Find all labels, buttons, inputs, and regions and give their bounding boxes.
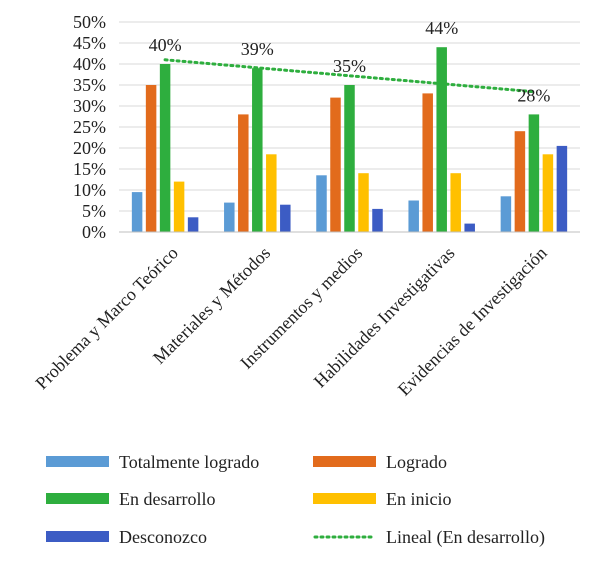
data-label: 44% [425, 18, 458, 38]
bar [252, 68, 263, 232]
legend-label: En desarrollo [119, 489, 215, 509]
y-tick-label: 20% [73, 138, 106, 158]
trendline-group [163, 58, 536, 94]
category-label: Problema y Marco Teórico [31, 243, 182, 394]
bar [316, 175, 327, 232]
bar [224, 202, 235, 232]
legend-swatch [46, 493, 109, 504]
legend-swatch [313, 456, 376, 467]
bar [145, 85, 157, 232]
legend-label: Lineal (En desarrollo) [386, 527, 545, 548]
y-tick-label: 50% [73, 12, 106, 32]
legend-label: Desconozco [119, 527, 207, 547]
legend-label: Totalmente logrado [119, 452, 259, 472]
bar [280, 204, 291, 232]
bar [131, 192, 143, 232]
bar [436, 47, 447, 233]
bar [408, 200, 419, 232]
bar-series [131, 47, 568, 233]
trendline [163, 58, 536, 94]
bar [187, 217, 199, 232]
data-label: 35% [333, 56, 366, 76]
y-tick-label: 15% [73, 159, 106, 179]
y-tick-label: 25% [73, 117, 106, 137]
y-tick-label: 45% [73, 33, 106, 53]
bar [159, 64, 171, 232]
bar [514, 131, 526, 232]
y-tick-label: 0% [82, 222, 106, 242]
data-label: 40% [149, 35, 182, 55]
bar [500, 196, 512, 232]
data-label: 39% [241, 39, 274, 59]
bar [344, 85, 355, 232]
bar [542, 154, 554, 232]
y-tick-label: 35% [73, 75, 106, 95]
bar [422, 93, 433, 233]
legend-label: Logrado [386, 452, 447, 472]
bar [372, 208, 383, 232]
bar [464, 223, 475, 232]
data-label: 28% [517, 85, 550, 105]
legend: Totalmente logrado Logrado En desarrollo En… [46, 452, 545, 548]
bar [330, 97, 341, 232]
category-label: Evidencias de Investigación [394, 243, 551, 400]
y-tick-label: 30% [73, 96, 106, 116]
bar [266, 154, 277, 232]
y-tick-label: 10% [73, 180, 106, 200]
bar [528, 114, 540, 232]
y-tick-label: 5% [82, 201, 106, 221]
bar [358, 173, 369, 232]
y-tick-label: 40% [73, 54, 106, 74]
bar [173, 181, 185, 232]
y-axis-tick-labels: 0%5%10%15%20%25%30%35%40%45%50% [73, 12, 106, 242]
legend-swatch [46, 456, 109, 467]
bar [238, 114, 249, 232]
legend-swatch [313, 493, 376, 504]
legend-swatch [46, 531, 109, 542]
data-labels: 40% 39% 35% 44% 28% [149, 18, 551, 105]
bar [556, 145, 568, 232]
bar [450, 173, 461, 232]
legend-label: En inicio [386, 489, 452, 509]
